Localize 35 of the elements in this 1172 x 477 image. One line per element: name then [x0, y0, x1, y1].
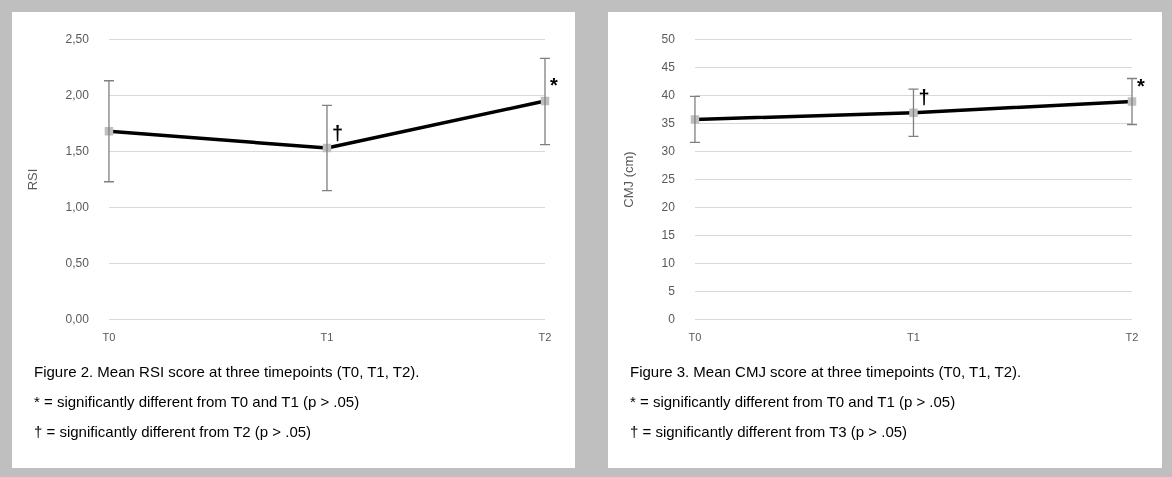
x-tick-label: T2: [538, 331, 552, 344]
y-tick-label: 40: [661, 87, 676, 102]
y-tick-label: 10: [661, 255, 676, 270]
y-tick-label: 15: [661, 227, 676, 242]
text: * = significantly different from T0 and T1 (p > .05): [630, 392, 957, 412]
text: † = significantly different from T2 (p > .05): [34, 422, 313, 442]
y-tick-label: 2,00: [65, 87, 90, 102]
x-tick-label: T0: [102, 331, 116, 344]
y-tick-label: 30: [661, 143, 676, 158]
text: Figure 2. Mean RSI score at three timepoints (T0, T1, T2).: [34, 362, 421, 382]
y-tick-label: 0,00: [65, 312, 90, 327]
y-tick-label: 35: [661, 115, 676, 130]
x-tick-label: T1: [907, 331, 920, 344]
x-tick-label: T1: [320, 331, 334, 344]
y-tick-label: 5: [668, 284, 676, 299]
annotation: †: [331, 121, 344, 144]
x-tick-label: T2: [1125, 331, 1139, 344]
y-tick-label: 0,50: [65, 255, 90, 270]
annotation: *: [1137, 75, 1145, 98]
text: † = significantly different from T3 (p > .05): [630, 422, 909, 442]
text: * = significantly different from T0 and T1 (p > .05): [34, 392, 361, 412]
y-tick-label: 45: [661, 59, 676, 74]
annotation: †: [918, 86, 930, 109]
y-tick-label: 20: [661, 199, 676, 214]
x-tick-label: T0: [688, 331, 702, 344]
text: Figure 3. Mean CMJ score at three timepoints (T0, T1, T2).: [630, 362, 1023, 382]
y-tick-label: 25: [661, 171, 676, 186]
y-axis-title: CMJ (cm): [621, 151, 637, 208]
y-tick-label: 1,00: [65, 199, 90, 214]
y-axis-title: RSI: [25, 168, 41, 191]
annotation: *: [550, 74, 558, 97]
y-tick-label: 2,50: [65, 31, 90, 46]
y-tick-label: 50: [661, 31, 676, 46]
y-tick-label: 1,50: [65, 143, 90, 158]
y-tick-label: 0: [668, 312, 676, 327]
